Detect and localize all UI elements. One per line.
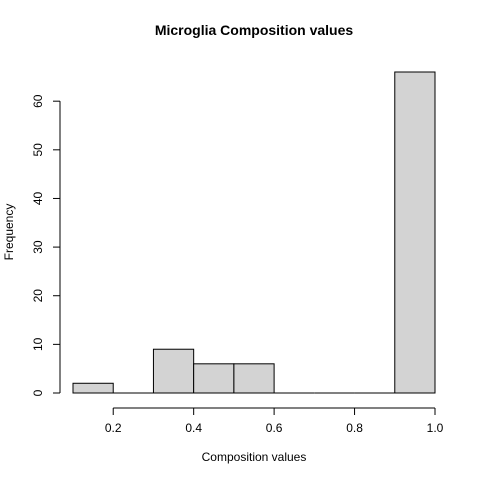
histogram-bar: [72, 382, 114, 394]
histogram-bar: [152, 348, 195, 394]
y-tick-label: 20: [31, 289, 45, 303]
x-tick-label: 1.0: [427, 421, 444, 435]
x-tick-label: 0.6: [266, 421, 283, 435]
histogram-bar: [394, 71, 436, 394]
histogram-bar: [193, 363, 235, 394]
plot-bars: [72, 71, 436, 394]
histogram-bar: [233, 363, 275, 394]
y-tick-label: 50: [31, 143, 45, 157]
y-tick-label: 40: [31, 191, 45, 205]
chart-title: Microglia Composition values: [155, 22, 354, 38]
y-tick-label: 10: [31, 337, 45, 351]
y-tick-label: 60: [31, 94, 45, 108]
y-tick-label: 0: [31, 389, 45, 396]
y-tick-label: 30: [31, 240, 45, 254]
x-tick-label: 0.8: [346, 421, 363, 435]
x-axis: 0.2 0.4 0.6 0.8 1.0: [105, 407, 444, 435]
y-axis-label: Frequency: [2, 204, 16, 261]
x-axis-label: Composition values: [202, 450, 307, 464]
x-tick-label: 0.2: [105, 421, 122, 435]
y-axis: 0 10 20 30 40 50 60: [31, 94, 61, 396]
x-tick-label: 0.4: [185, 421, 202, 435]
